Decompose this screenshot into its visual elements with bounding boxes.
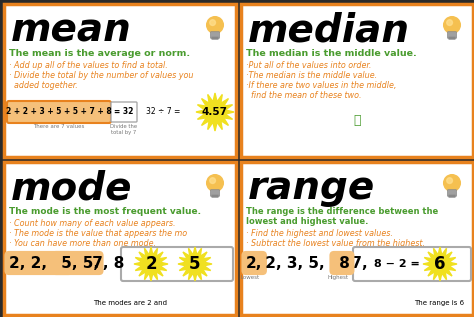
Text: range: range	[248, 169, 375, 207]
Polygon shape	[423, 247, 457, 281]
Text: The range is the difference between the: The range is the difference between the	[246, 207, 438, 216]
Text: 2: 2	[145, 255, 157, 273]
FancyBboxPatch shape	[4, 4, 236, 157]
Text: There are 7 values: There are 7 values	[33, 124, 85, 129]
Polygon shape	[178, 247, 212, 281]
Circle shape	[207, 17, 223, 33]
Text: 5: 5	[189, 255, 201, 273]
FancyBboxPatch shape	[121, 247, 233, 281]
Text: · Add up all of the values to find a total.: · Add up all of the values to find a tot…	[9, 61, 168, 70]
Text: 8 − 2 =: 8 − 2 =	[374, 259, 420, 269]
Text: ·If there are two values in the middle,: ·If there are two values in the middle,	[246, 81, 396, 90]
Text: The range is 6: The range is 6	[414, 300, 464, 306]
FancyBboxPatch shape	[448, 37, 456, 40]
Text: The mean is the average or norm.: The mean is the average or norm.	[9, 49, 190, 58]
Text: · Divide the total by the number of values you: · Divide the total by the number of valu…	[9, 71, 193, 80]
FancyBboxPatch shape	[111, 102, 137, 122]
Text: lowest and highest value.: lowest and highest value.	[246, 217, 368, 226]
FancyBboxPatch shape	[447, 32, 456, 38]
Text: mode: mode	[11, 169, 133, 207]
Text: Highest: Highest	[328, 275, 348, 280]
Text: 2, 3, 5, 5, 7,: 2, 3, 5, 5, 7,	[260, 256, 368, 270]
FancyBboxPatch shape	[210, 190, 219, 196]
Text: = 32: = 32	[114, 107, 134, 117]
Text: 32 ÷ 7 =: 32 ÷ 7 =	[146, 107, 181, 117]
Circle shape	[447, 178, 453, 184]
Circle shape	[447, 20, 453, 25]
Polygon shape	[196, 93, 234, 131]
FancyBboxPatch shape	[353, 247, 471, 281]
Text: 2, 2, 3,: 2, 2, 3,	[9, 256, 69, 270]
FancyBboxPatch shape	[211, 195, 219, 198]
Text: 4.57: 4.57	[202, 107, 228, 117]
FancyBboxPatch shape	[241, 4, 473, 157]
Text: · The mode is the value that appears the mo: · The mode is the value that appears the…	[9, 229, 187, 238]
FancyBboxPatch shape	[448, 195, 456, 198]
Text: 2 + 2 + 3 + 5 + 5 + 7 + 8: 2 + 2 + 3 + 5 + 5 + 7 + 8	[6, 107, 112, 117]
Text: median: median	[248, 11, 410, 49]
Text: 7, 8: 7, 8	[87, 256, 124, 270]
Text: · Count how many of each value appears.: · Count how many of each value appears.	[9, 219, 175, 228]
FancyBboxPatch shape	[447, 190, 456, 196]
FancyBboxPatch shape	[241, 162, 473, 315]
Circle shape	[207, 175, 223, 191]
Circle shape	[444, 175, 460, 191]
Text: 5, 5,: 5, 5,	[56, 256, 99, 270]
Circle shape	[444, 17, 460, 33]
Text: 8: 8	[334, 256, 350, 270]
Text: The mode is the most frequent value.: The mode is the most frequent value.	[9, 207, 201, 216]
FancyBboxPatch shape	[210, 32, 219, 38]
Text: Lowest: Lowest	[240, 275, 260, 280]
Text: added together.: added together.	[9, 81, 78, 90]
Text: Divide the
total by 7: Divide the total by 7	[110, 124, 137, 135]
Text: 👑: 👑	[353, 114, 361, 127]
Text: · Subtract the lowest value from the highest.: · Subtract the lowest value from the hig…	[246, 239, 425, 248]
FancyBboxPatch shape	[211, 37, 219, 40]
Text: · You can have more than one mode.: · You can have more than one mode.	[9, 239, 156, 248]
Text: 6: 6	[434, 255, 446, 273]
Circle shape	[210, 20, 216, 25]
Text: · Find the highest and lowest values.: · Find the highest and lowest values.	[246, 229, 393, 238]
Circle shape	[210, 178, 216, 184]
Text: find the mean of these two.: find the mean of these two.	[246, 91, 362, 100]
FancyBboxPatch shape	[7, 101, 111, 123]
Text: ·Put all of the values into order.: ·Put all of the values into order.	[246, 61, 371, 70]
Text: ·The median is the middle value.: ·The median is the middle value.	[246, 71, 377, 80]
Text: 2,: 2,	[246, 256, 263, 270]
Text: The modes are 2 and: The modes are 2 and	[93, 300, 167, 306]
Text: mean: mean	[11, 11, 132, 49]
Polygon shape	[134, 247, 168, 281]
Text: The median is the middle value.: The median is the middle value.	[246, 49, 417, 58]
FancyBboxPatch shape	[4, 162, 236, 315]
